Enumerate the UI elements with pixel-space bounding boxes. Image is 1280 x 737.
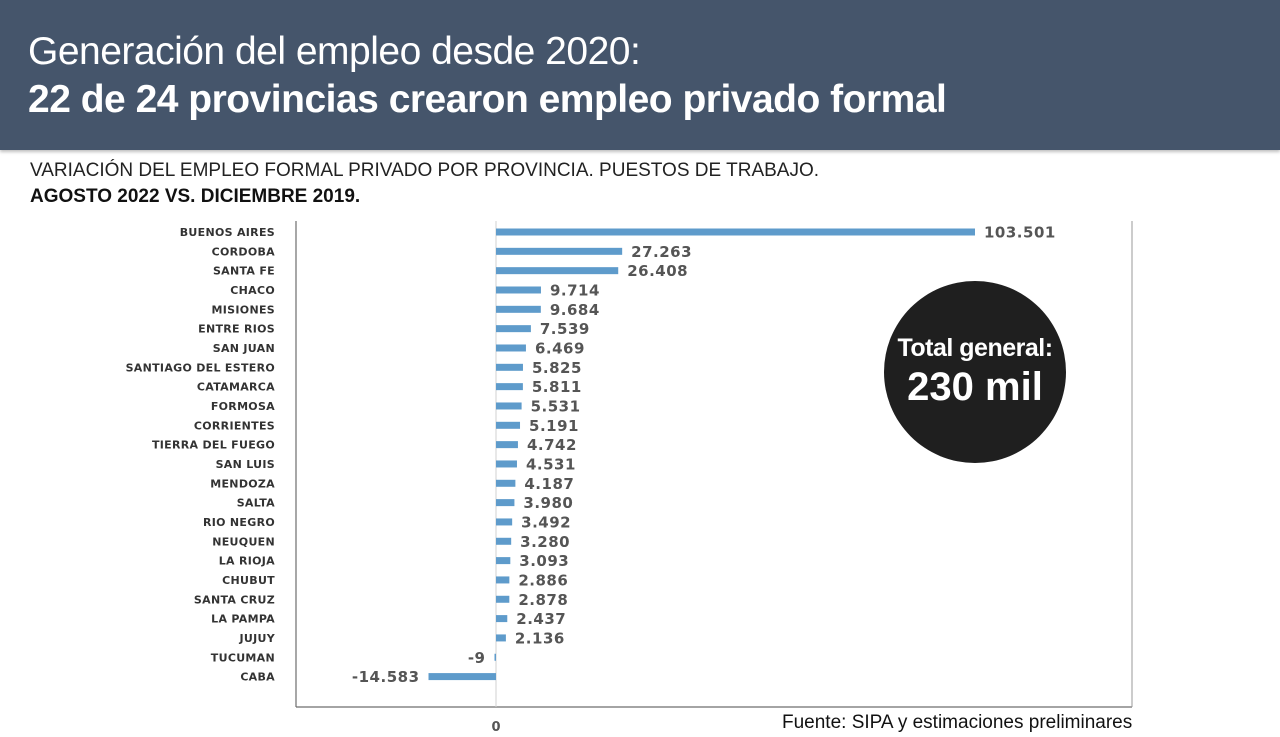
value-label: 2.437 — [516, 610, 566, 628]
value-label: 6.469 — [535, 339, 585, 357]
bar — [496, 421, 521, 429]
bar — [496, 479, 516, 487]
chart-period: AGOSTO 2022 VS. DICIEMBRE 2019. — [30, 186, 361, 207]
value-label: 3.492 — [521, 513, 571, 531]
category-label: CORRIENTES — [194, 419, 275, 432]
bar — [496, 615, 508, 623]
bar — [428, 673, 496, 681]
x-tick-label: 0 — [491, 720, 500, 735]
page-subtitle-headline: 22 de 24 provincias crearon empleo priva… — [28, 78, 947, 121]
value-label: 9.714 — [550, 281, 600, 299]
category-label: MENDOZA — [210, 477, 275, 490]
category-label: BUENOS AIRES — [180, 226, 275, 239]
category-label: CORDOBA — [212, 245, 276, 258]
category-label: SANTA FE — [213, 265, 275, 278]
category-label: JUJUY — [238, 632, 275, 645]
category-label: CHUBUT — [222, 574, 275, 587]
bar — [494, 653, 496, 661]
value-label: 4.742 — [527, 436, 577, 454]
value-label: 4.531 — [526, 455, 576, 473]
bar — [496, 402, 522, 410]
bar — [496, 325, 531, 333]
bar — [496, 595, 510, 603]
bar — [496, 363, 523, 371]
page-title: Generación del empleo desde 2020: — [28, 30, 641, 73]
category-label: ENTRE RIOS — [198, 323, 275, 336]
bar — [496, 499, 515, 507]
total-badge: Total general: 230 mil — [884, 281, 1066, 463]
bar — [496, 286, 541, 294]
value-label: -9 — [468, 649, 486, 667]
value-label: 5.531 — [531, 397, 581, 415]
value-label: 3.980 — [523, 494, 573, 512]
category-label: CABA — [240, 671, 275, 684]
bar — [496, 344, 526, 352]
bar — [496, 383, 523, 391]
value-label: 5.811 — [532, 378, 582, 396]
category-label: SAN LUIS — [216, 458, 275, 471]
total-badge-label: Total general: — [897, 334, 1053, 362]
value-label: 26.408 — [627, 262, 688, 280]
bar — [496, 576, 510, 584]
value-label: 2.878 — [518, 591, 568, 609]
value-label: 9.684 — [550, 301, 600, 319]
category-label: SANTA CRUZ — [194, 593, 275, 606]
value-label: 103.501 — [984, 224, 1056, 242]
bar — [496, 228, 975, 236]
value-label: 3.093 — [519, 552, 569, 570]
category-label: SALTA — [237, 497, 275, 510]
value-label: 2.136 — [515, 629, 565, 647]
bar — [496, 557, 511, 565]
category-label: LA RIOJA — [219, 555, 275, 568]
value-label: 27.263 — [631, 243, 692, 261]
value-label: -14.583 — [352, 668, 420, 686]
category-label: TUCUMAN — [211, 651, 275, 664]
value-label: 2.886 — [518, 571, 568, 589]
bar — [496, 518, 513, 526]
header-banner: Generación del empleo desde 2020: 22 de … — [0, 0, 1280, 150]
total-badge-value: 230 mil — [907, 365, 1043, 409]
category-label: SAN JUAN — [213, 342, 275, 355]
category-label: NEUQUEN — [212, 535, 275, 548]
category-label: SANTIAGO DEL ESTERO — [126, 361, 275, 374]
bar — [496, 634, 506, 642]
bar — [496, 460, 517, 468]
value-label: 3.280 — [520, 533, 570, 551]
category-label: FORMOSA — [211, 400, 275, 413]
source-note: Fuente: SIPA y estimaciones preliminares — [782, 712, 1133, 733]
value-label: 5.825 — [532, 359, 582, 377]
category-label: MISIONES — [212, 303, 275, 316]
category-label: CATAMARCA — [197, 381, 275, 394]
category-label: CHACO — [230, 284, 275, 297]
bar — [496, 305, 541, 313]
bar — [496, 441, 518, 449]
bar — [496, 247, 623, 255]
bar — [496, 267, 619, 275]
category-label: TIERRA DEL FUEGO — [152, 439, 275, 452]
value-label: 7.539 — [540, 320, 590, 338]
category-label: RIO NEGRO — [203, 516, 275, 529]
category-label: LA PAMPA — [211, 613, 275, 626]
bar — [496, 537, 512, 545]
chart-title: VARIACIÓN DEL EMPLEO FORMAL PRIVADO POR … — [30, 160, 820, 181]
value-label: 5.191 — [529, 417, 579, 435]
value-label: 4.187 — [524, 475, 574, 493]
